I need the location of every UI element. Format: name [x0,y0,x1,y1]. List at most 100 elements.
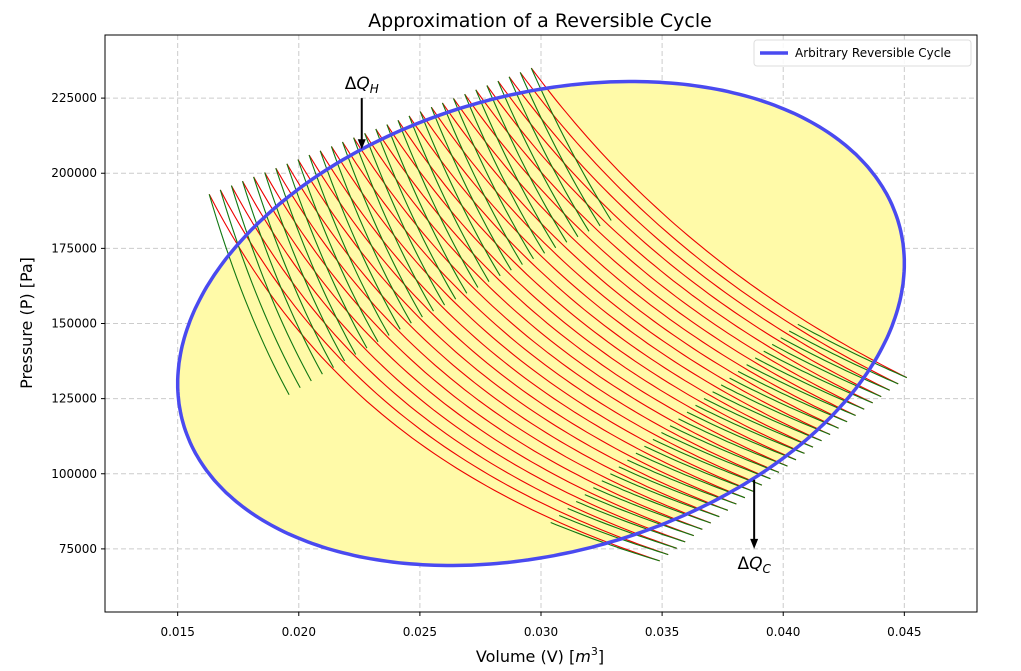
x-tick-label: 0.035 [645,625,679,639]
isotherm-curve [408,115,814,448]
isotherm-adiabat-curves [208,67,908,562]
adiabat-upper [441,102,523,265]
legend-label: Arbitrary Reversible Cycle [795,46,951,60]
isotherm-curve [308,154,737,505]
y-tick-label: 75000 [59,542,97,556]
isotherm-curve [297,159,728,511]
adiabat-lower [644,445,754,492]
adiabat-upper [230,185,312,382]
chart-title: Approximation of a Reversible Cycle [368,10,712,32]
x-axis-ticks: 0.015 0.020 0.025 0.030 0.035 0.040 0.045 [160,612,922,639]
isotherm-curve [519,72,899,385]
adiabat-lower [780,337,890,391]
isotherm-curve [208,194,660,562]
adiabat-upper [297,159,379,343]
x-axis-label: Volume (V) [m3] [476,645,604,666]
isotherm-curve [230,185,677,549]
x-tick-label: 0.045 [887,625,921,639]
isotherm-curve [330,146,754,492]
isotherm-curve [386,124,797,461]
adiabat-upper [530,67,612,221]
annotation-arrow-head [357,139,366,150]
y-tick-label: 200000 [51,166,97,180]
adiabat-lower [788,330,899,385]
adiabat-upper [475,89,557,249]
x-tick-label: 0.030 [524,625,558,639]
adiabat-lower [763,350,873,404]
legend-box [753,39,972,67]
adiabat-lower [771,343,882,398]
isotherm-curve [375,128,788,467]
adiabat-upper [219,189,301,389]
adiabat-upper [497,80,579,238]
isotherm-curve [419,111,822,442]
adiabat-lower [678,418,788,467]
isotherm-curve [242,180,686,543]
adiabat-upper [452,98,534,260]
x-tick-label: 0.020 [282,625,316,639]
adiabat-lower [567,507,677,549]
x-axis-label-unit: m [575,647,591,666]
adiabat-lower [661,432,771,480]
isotherm-curve [286,163,720,518]
x-tick-label: 0.015 [160,625,194,639]
adiabat-upper [341,141,423,318]
adiabat-lower [686,411,797,461]
adiabat-upper [241,181,323,375]
adiabat-upper [264,172,346,362]
adiabat-upper [330,146,412,324]
y-tick-label: 125000 [51,392,97,406]
isotherm-curve [364,133,780,473]
plot-area: ΔQH ΔQC [175,67,908,576]
adiabat-lower [584,494,694,537]
adiabat-lower [703,398,814,448]
adiabat-upper [508,76,590,232]
adiabat-upper [430,106,512,271]
adiabat-lower [575,500,686,543]
annotations: ΔQH ΔQC [345,74,772,576]
adiabat-lower [737,370,848,423]
annotation-label: ΔQC [737,554,771,576]
isotherm-curve [430,106,831,436]
adiabat-lower [652,438,763,486]
isotherm-curve [508,76,890,391]
annotation-label: ΔQH [345,74,379,96]
adiabat-upper [364,133,446,306]
y-tick-label: 150000 [51,317,97,331]
adiabat-lower [797,323,908,379]
y-tick-label: 175000 [51,241,97,255]
isotherm-curve [275,167,711,524]
adiabat-upper [275,168,357,355]
isotherm-curve [530,67,908,379]
adiabat-upper [286,163,368,349]
adiabat-lower [669,425,780,473]
isotherm-curve [319,150,746,499]
y-tick-label: 225000 [51,91,97,105]
isotherm-curve [342,141,763,486]
adiabat-upper [519,72,601,227]
isotherm-curve [353,137,771,480]
adiabat-upper [397,120,479,288]
legend: Arbitrary Reversible Cycle [753,39,972,67]
adiabat-lower [635,452,746,499]
adiabat-lower [610,473,720,518]
adiabat-upper [386,124,468,294]
y-axis-ticks: 75000 100000 125000 150000 175000 200000 22500… [51,91,105,556]
x-axis-label-main: Volume (V) [ [476,647,575,666]
adiabat-upper [353,137,434,312]
adiabat-upper [419,111,501,277]
isotherm-curve [397,119,805,454]
adiabat-lower [720,384,831,436]
adiabat-lower [712,391,822,442]
isotherm-curve [253,176,694,537]
adiabat-upper [208,194,290,395]
isotherm-curve [264,172,703,530]
x-tick-label: 0.040 [766,625,800,639]
x-axis-label-sup: 3 [591,645,598,658]
adiabat-lower [558,514,669,556]
isotherm-curve [497,80,882,398]
adiabat-upper [319,150,401,330]
y-axis-label: Pressure (P) [Pa] [17,257,36,389]
adiabat-upper [486,85,568,243]
